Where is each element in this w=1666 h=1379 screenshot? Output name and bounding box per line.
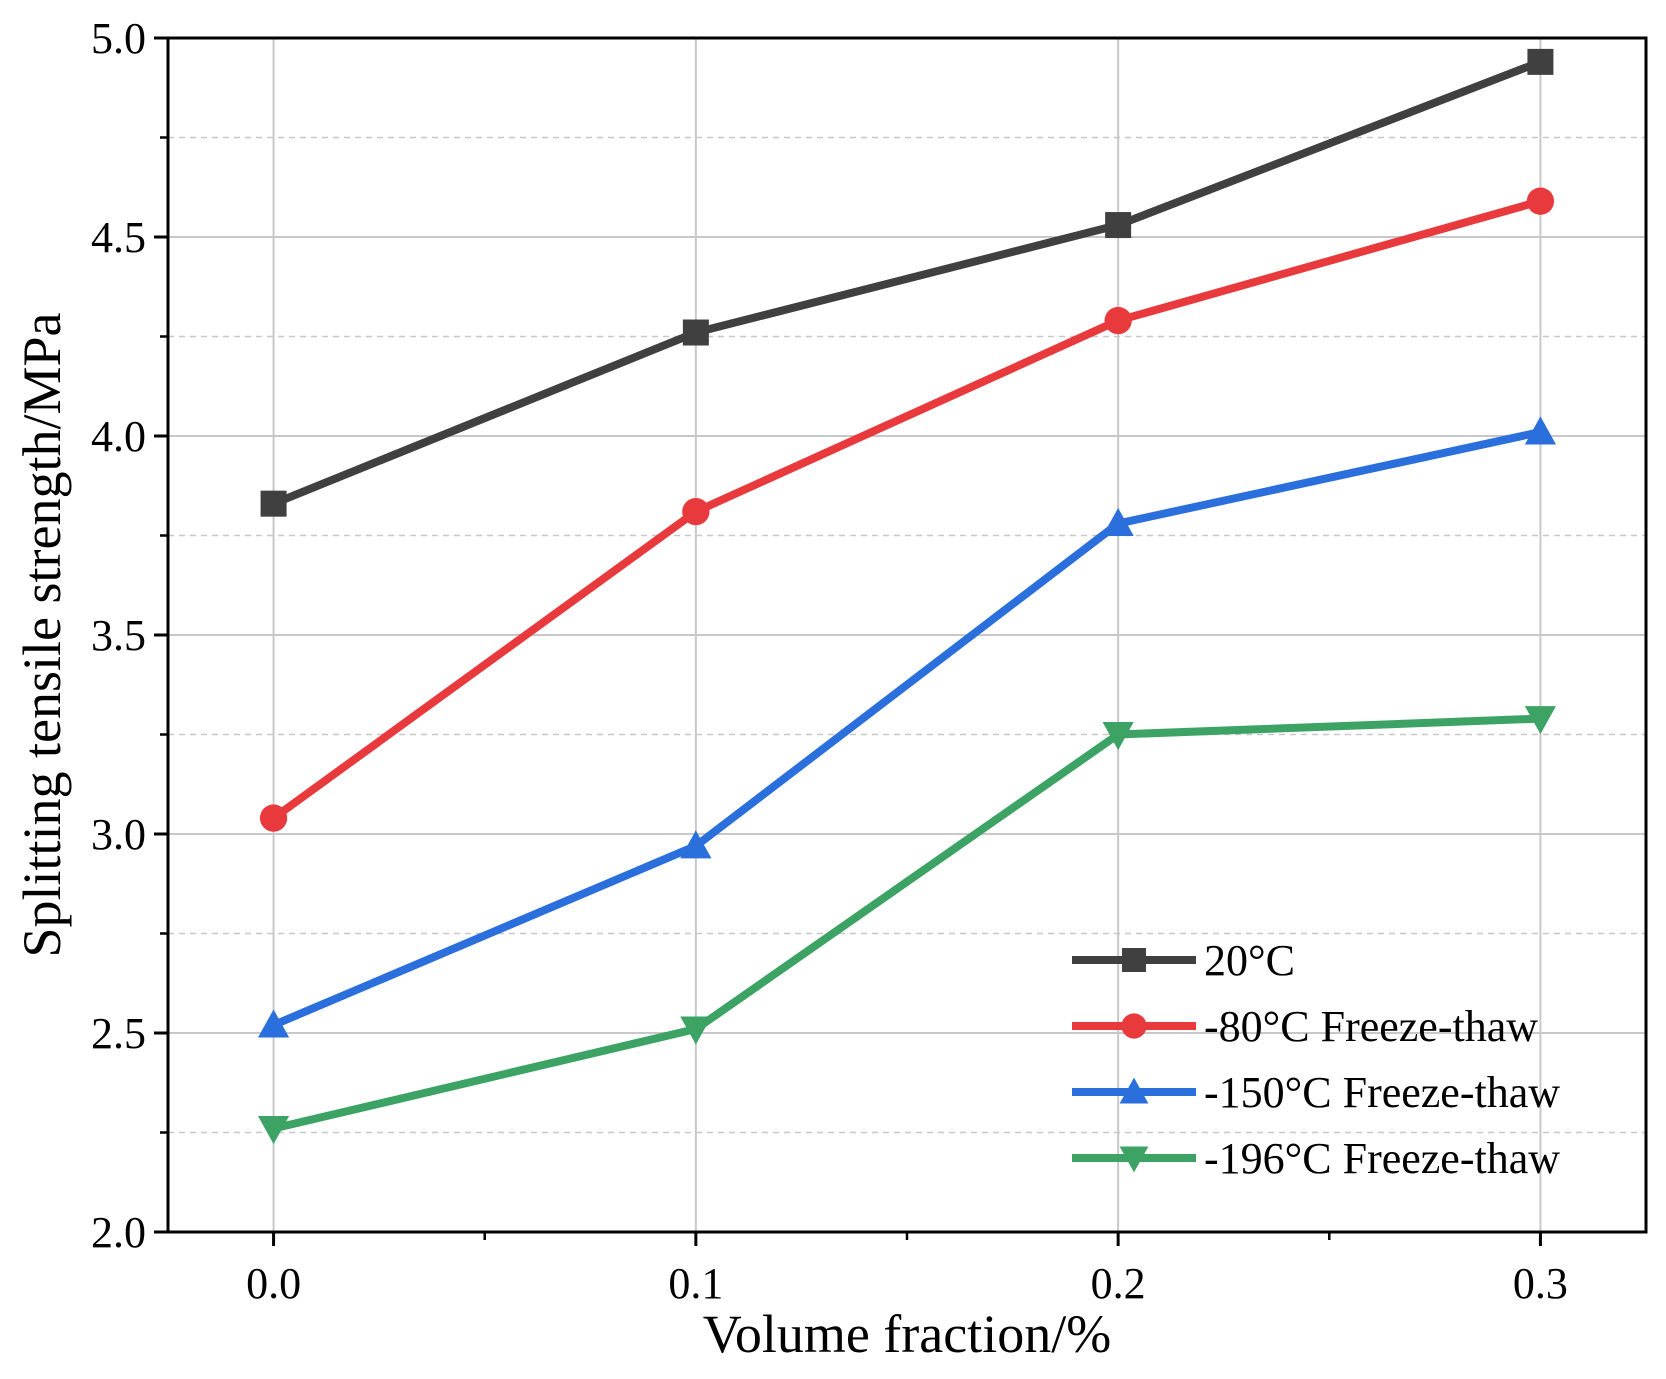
x-axis-title: Volume fraction/%: [703, 1304, 1111, 1364]
series-line: [269, 197, 1545, 823]
grid: [168, 38, 1646, 1232]
series-layer: [257, 48, 1557, 1145]
y-tick-label: 3.5: [91, 611, 146, 660]
series-1: [260, 48, 1554, 517]
y-tick-label: 2.0: [91, 1208, 146, 1257]
legend-label: -150°C Freeze-thaw: [1204, 1068, 1560, 1117]
data-point: [1526, 187, 1555, 215]
legend-item: -196°C Freeze-thaw: [1072, 1134, 1560, 1183]
legend-item: 20°C: [1072, 936, 1295, 985]
data-point: [257, 1009, 290, 1038]
y-tick-label: 4.0: [91, 412, 146, 461]
data-point: [680, 830, 712, 859]
legend-label: -196°C Freeze-thaw: [1204, 1134, 1560, 1183]
legend-marker: [1119, 1077, 1149, 1104]
data-point: [1102, 507, 1134, 537]
y-tick-label: 5.0: [91, 14, 146, 63]
data-point: [1524, 416, 1557, 445]
data-point: [682, 497, 710, 526]
y-tick-label: 4.5: [91, 213, 146, 262]
legend-label: 20°C: [1204, 936, 1295, 985]
legend-marker: [1119, 1146, 1149, 1173]
x-tick-label: 0.1: [668, 1259, 723, 1308]
legend-item: -80°C Freeze-thaw: [1072, 1002, 1538, 1051]
series-line: [269, 57, 1545, 508]
series-4: [257, 706, 1557, 1145]
data-point: [257, 1116, 290, 1145]
series-3: [257, 416, 1557, 1038]
series-line: [269, 714, 1545, 1133]
data-point: [1105, 212, 1132, 239]
x-tick-label: 0.3: [1513, 1259, 1568, 1308]
y-tick-label: 2.5: [91, 1009, 146, 1058]
data-point: [1527, 48, 1554, 75]
legend-marker: [1121, 1013, 1147, 1039]
data-point: [1524, 706, 1557, 735]
legend-label: -80°C Freeze-thaw: [1204, 1002, 1538, 1051]
data-point: [1102, 722, 1134, 751]
legend-item: -150°C Freeze-thaw: [1072, 1068, 1560, 1117]
y-tick-label: 3.0: [91, 810, 146, 859]
data-point: [1104, 306, 1132, 335]
data-point: [260, 490, 287, 517]
legend: 20°C -80°C Freeze-thaw -150°C Freeze-thaw -…: [1072, 936, 1560, 1183]
y-axis-title: Splitting tensile strength/MPa: [12, 312, 72, 957]
legend-marker: [1122, 948, 1146, 972]
series-2: [259, 187, 1555, 832]
data-point: [682, 319, 709, 346]
series-line: [269, 428, 1545, 1030]
data-point: [680, 1016, 712, 1045]
x-tick-label: 0.2: [1091, 1259, 1146, 1308]
data-point: [259, 804, 288, 832]
axis-ticks: 2.0 2.5 3.0 3.5 4.0 4.5 5.0 0.0 0.1 0.2 0.3: [91, 14, 1568, 1308]
x-tick-label: 0.0: [246, 1259, 301, 1308]
